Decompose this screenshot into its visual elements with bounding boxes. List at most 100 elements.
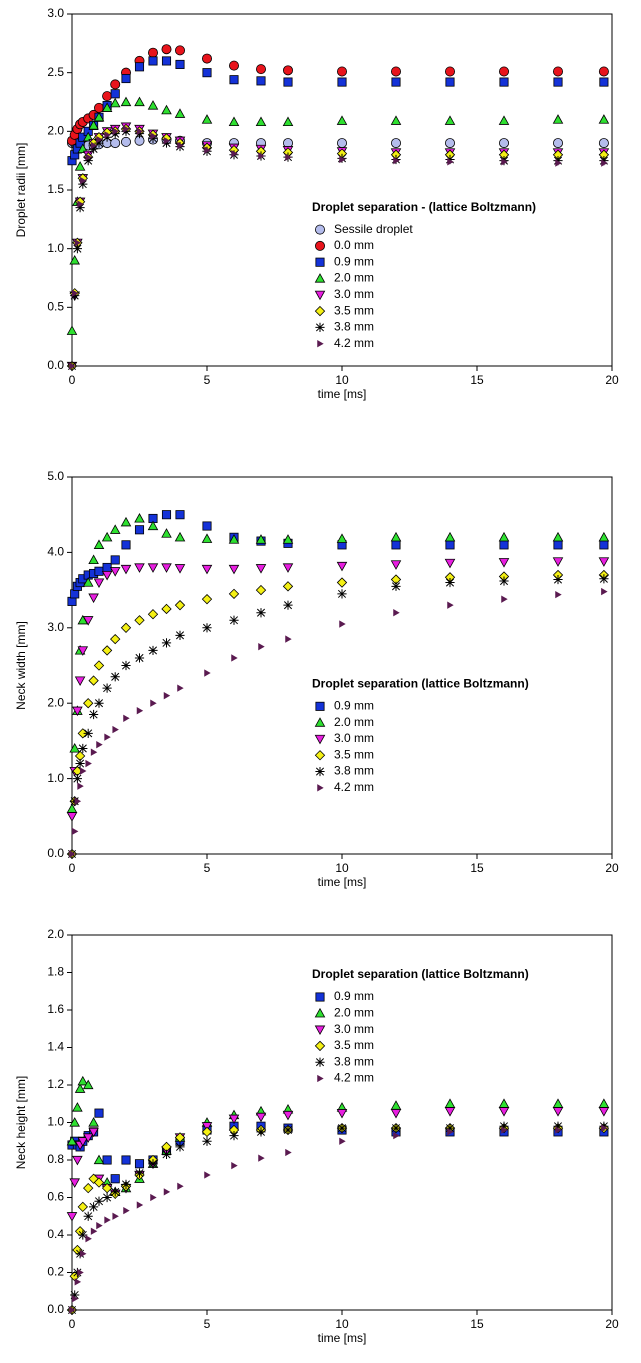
marker xyxy=(283,1125,293,1135)
legend-label: 3.8 mm xyxy=(334,764,374,778)
legend-label: 0.9 mm xyxy=(334,254,374,268)
marker xyxy=(72,1244,83,1256)
legend-label: 2.0 mm xyxy=(334,1005,374,1019)
y-tick-label: 2.0 xyxy=(47,695,64,709)
marker xyxy=(282,563,294,573)
marker xyxy=(163,691,171,700)
marker xyxy=(393,609,400,617)
marker xyxy=(228,1114,240,1125)
marker xyxy=(70,291,80,301)
x-tick-label: 0 xyxy=(69,1317,76,1331)
marker xyxy=(498,1107,510,1117)
legend-marker xyxy=(314,240,325,251)
marker xyxy=(150,1193,157,1202)
legend-title: Droplet separation (lattice Boltzmann) xyxy=(312,677,529,691)
marker xyxy=(444,66,455,77)
marker xyxy=(72,1155,83,1166)
marker xyxy=(85,759,92,768)
marker xyxy=(88,593,99,604)
marker xyxy=(175,1142,185,1152)
legend-label: 3.5 mm xyxy=(334,303,374,317)
marker xyxy=(123,125,130,133)
legend-label: 3.8 mm xyxy=(334,1054,374,1068)
marker xyxy=(78,743,88,754)
marker xyxy=(101,645,113,656)
marker xyxy=(69,1117,80,1127)
marker xyxy=(148,645,158,656)
marker xyxy=(553,540,563,550)
marker xyxy=(161,638,172,648)
x-axis-label: time [ms] xyxy=(318,387,367,401)
marker xyxy=(445,154,455,165)
marker xyxy=(134,513,145,523)
marker xyxy=(444,115,456,125)
marker xyxy=(161,44,172,55)
marker xyxy=(134,62,145,72)
y-tick-label: 0.5 xyxy=(47,300,64,314)
marker xyxy=(136,707,144,715)
marker xyxy=(77,1075,89,1086)
y-tick-label: 1.6 xyxy=(47,1002,64,1016)
legend-label: 0.9 mm xyxy=(334,699,374,713)
marker xyxy=(598,1098,610,1108)
marker xyxy=(285,1148,292,1157)
marker xyxy=(77,1268,84,1277)
x-tick-label: 10 xyxy=(335,373,349,387)
marker xyxy=(82,1079,94,1090)
marker xyxy=(69,362,76,370)
y-tick-label: 0.0 xyxy=(47,358,64,372)
marker xyxy=(445,540,455,550)
marker xyxy=(447,158,454,166)
marker xyxy=(174,1132,186,1143)
marker xyxy=(598,66,609,77)
legend-marker xyxy=(317,1074,324,1083)
marker xyxy=(599,77,609,87)
marker xyxy=(202,68,212,78)
marker xyxy=(552,1098,564,1108)
legend-label: 4.2 mm xyxy=(334,780,374,794)
marker xyxy=(101,1182,113,1194)
marker xyxy=(102,132,112,142)
marker xyxy=(94,102,105,113)
legend-marker xyxy=(314,290,326,301)
x-tick-label: 10 xyxy=(335,1317,349,1331)
y-tick-label: 0.8 xyxy=(47,1152,64,1166)
marker xyxy=(499,77,509,87)
marker xyxy=(123,714,130,722)
legend-label: 0.0 mm xyxy=(334,238,374,252)
marker xyxy=(229,615,239,625)
marker xyxy=(88,554,99,565)
marker xyxy=(134,563,145,573)
legend-title: Droplet separation (lattice Boltzmann) xyxy=(312,967,529,981)
marker xyxy=(599,540,609,550)
marker xyxy=(82,1133,94,1143)
marker xyxy=(94,566,104,576)
marker xyxy=(282,116,294,127)
marker xyxy=(78,1230,88,1240)
marker xyxy=(336,533,348,543)
legend-marker xyxy=(314,305,326,317)
marker xyxy=(66,325,78,335)
marker xyxy=(228,60,239,71)
marker xyxy=(74,161,86,171)
marker xyxy=(148,133,158,143)
marker xyxy=(501,595,508,603)
y-tick-label: 0.2 xyxy=(47,1265,64,1279)
marker xyxy=(391,581,401,591)
marker xyxy=(393,156,400,165)
legend-marker xyxy=(315,766,325,777)
marker xyxy=(110,555,120,565)
y-tick-label: 1.0 xyxy=(47,1115,64,1129)
marker xyxy=(255,584,267,596)
marker xyxy=(391,540,401,550)
legend-marker xyxy=(314,1040,326,1052)
marker xyxy=(134,1168,145,1178)
marker xyxy=(110,633,121,645)
marker xyxy=(555,590,562,599)
marker xyxy=(202,1136,212,1146)
marker xyxy=(83,1182,94,1194)
marker xyxy=(598,114,610,124)
legend-marker xyxy=(315,257,325,267)
marker xyxy=(90,748,98,756)
marker xyxy=(110,138,121,149)
